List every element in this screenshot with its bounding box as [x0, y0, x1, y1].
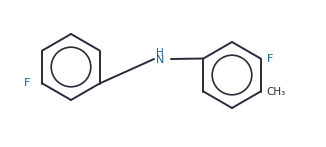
Text: F: F [267, 54, 273, 64]
Text: H: H [156, 48, 164, 58]
Text: CH₃: CH₃ [267, 86, 286, 96]
Text: F: F [24, 78, 30, 88]
Text: N: N [156, 55, 164, 65]
